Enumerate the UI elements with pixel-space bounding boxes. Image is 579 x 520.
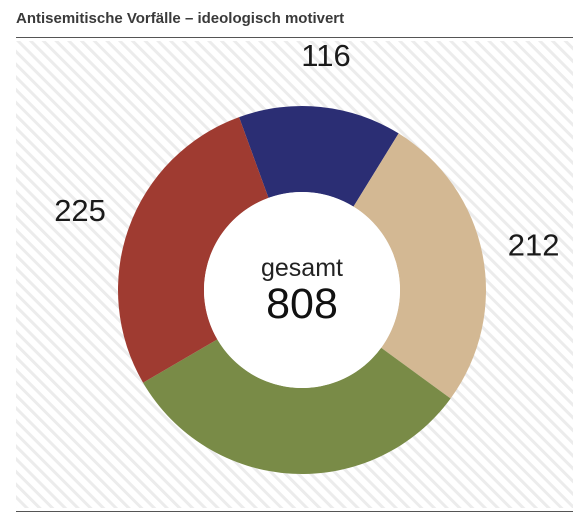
slice-label-116: 116: [301, 41, 350, 73]
donut-slices: [118, 106, 487, 475]
donut-slice-212: [353, 133, 487, 399]
donut-slice-255: [143, 339, 451, 475]
chart-title: Antisemitische Vorfälle – ideologisch mo…: [16, 10, 345, 27]
donut-slice-116: [239, 106, 399, 207]
slice-label-225: 225: [54, 193, 106, 228]
top-divider: [16, 37, 573, 38]
donut-slice-225: [118, 117, 269, 383]
center-total: 808: [266, 280, 338, 328]
donut-chart: 116212255225 gesamt 808: [16, 41, 573, 508]
chart-area: 116212255225 gesamt 808: [16, 41, 573, 508]
slice-labels: 116212255225: [54, 41, 560, 263]
bottom-divider: [16, 511, 573, 512]
slice-label-212: 212: [508, 228, 560, 263]
donut-hole: [204, 192, 400, 388]
center-label: gesamt: [261, 254, 343, 282]
